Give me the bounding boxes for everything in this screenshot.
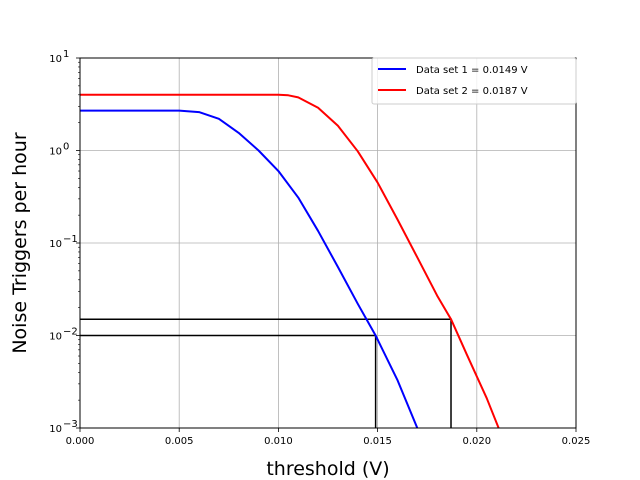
legend-entry: Data set 2 = 0.0187 V <box>416 86 528 97</box>
y-tick-label: 10 <box>49 239 62 250</box>
x-tick-label: 0.025 <box>562 436 591 447</box>
x-tick-label: 0.015 <box>363 436 392 447</box>
y-tick-label: 10 <box>49 147 62 158</box>
y-tick-exponent: −3 <box>63 419 78 430</box>
y-tick-exponent: 0 <box>63 142 69 153</box>
y-tick-label: 10 <box>49 332 62 343</box>
legend-entry: Data set 1 = 0.0149 V <box>416 65 528 76</box>
y-tick-exponent: −1 <box>63 234 78 245</box>
series-lines <box>80 93 500 428</box>
y-tick-exponent: −2 <box>63 327 78 338</box>
series-line <box>80 93 500 428</box>
series-line <box>80 109 419 428</box>
x-tick-label: 0.010 <box>264 436 293 447</box>
x-tick-label: 0.005 <box>165 436 194 447</box>
y-tick-label: 10 <box>49 54 62 65</box>
x-axis-label: threshold (V) <box>266 458 389 480</box>
axis-ticks: 0.000 0.005 0.010 0.015 0.020 0.02510−310−210… <box>49 49 590 447</box>
y-tick-exponent: 1 <box>63 49 69 60</box>
x-tick-label: 0.000 <box>66 436 95 447</box>
y-tick-label: 10 <box>49 424 62 435</box>
y-axis-label: Noise Triggers per hour <box>9 132 31 354</box>
x-tick-label: 0.020 <box>462 436 491 447</box>
legend-box <box>371 57 577 105</box>
legend: Data set 1 = 0.0149 V Data set 2 = 0.0187… <box>371 57 577 105</box>
